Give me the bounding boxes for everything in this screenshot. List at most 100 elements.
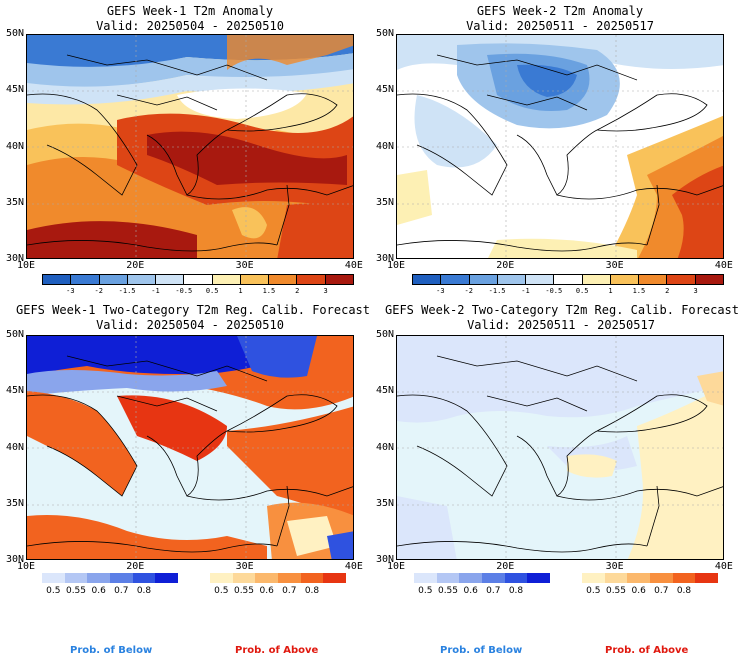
lat-label: 30N [5,554,24,565]
prob-swatch [436,573,460,583]
colorbar-tick-label: -1.5 [118,287,136,295]
lon-label: 30E [235,561,254,572]
lat-label: 40N [5,140,24,152]
colorbar-tick-label: 1 [238,287,243,295]
prob-swatch [155,573,179,583]
panel1-title-block: GEFS Week-1 T2m Anomaly Valid: 20250504 … [26,4,354,34]
lat-label: 45N [375,385,394,397]
prob-tick-label: 0.7 [282,586,297,596]
colorbar-swatch [441,275,470,284]
colorbar-swatch [695,275,723,284]
lon-label: 10E [386,561,406,572]
prob-swatch [582,573,605,583]
lat-label: 50N [375,28,394,39]
lat-label: 45N [5,84,24,96]
lon-label: 40E [344,260,363,271]
prob-tick-label: 0.5 [418,586,433,596]
colorbar-tick-label: 1.5 [262,287,276,295]
colorbar-tick-label: -0.5 [175,287,193,295]
prob-tick-label: 0.5 [46,586,61,596]
prob-tick-label: 0.6 [463,586,478,596]
prob-swatch [482,573,505,583]
colorbar-swatch [43,275,72,284]
lon-label: 30E [605,561,624,572]
prob-tick-label: 0.7 [114,586,129,596]
colorbar-swatch [156,275,185,284]
lon-label: 40E [714,561,733,572]
lat-label: 45N [5,385,24,397]
panel4-title: GEFS Week-2 Two-Category T2m Reg. Calib.… [385,303,740,317]
lat-label: 30N [375,253,394,264]
lon-label: 40E [714,260,733,271]
colorbar-swatch [184,275,213,284]
prob-tick-label: 0.6 [259,586,274,596]
prob-swatch [278,573,301,583]
lon-label: 20E [126,561,145,572]
colorbar-swatch [127,275,157,284]
prob-swatch [323,573,347,583]
prob-swatch [604,573,628,583]
prob-above-colorbar-week1 [210,573,347,583]
prob-swatch [210,573,233,583]
prob-swatch [110,573,133,583]
lon-label: 10E [16,561,36,572]
lat-label: 30N [5,253,24,264]
prob-swatch [672,573,696,583]
colorbar-tick-label: -3 [436,287,445,295]
colorbar-swatch [413,275,442,284]
prob-below-legend-week2: Prob. of Below [440,645,523,656]
prob-above-legend-week2: Prob. of Above [605,645,689,656]
prob-swatch [87,573,111,583]
prob-tick-label: 0.55 [437,586,459,596]
colorbar-swatch [469,275,498,284]
prob-above-legend-week1: Prob. of Above [235,645,319,656]
lat-label: 40N [375,441,394,453]
prob-tick-label: 0.8 [136,586,152,596]
colorbar-tick-label: 0.5 [205,287,219,295]
colorbar-tick-label: -2 [94,287,103,295]
colorbar-swatch [554,275,583,284]
prob-tick-label: 0.8 [304,586,320,596]
prob-swatch [459,573,483,583]
prob-tick-label: 0.5 [586,586,601,596]
prob-below-legend-week1: Prob. of Below [70,645,153,656]
prob-tick-label: 0.8 [508,586,524,596]
lat-label: 40N [375,140,394,152]
colorbar-tick-label: 0.5 [575,287,589,295]
panel1-title: GEFS Week-1 T2m Anomaly [106,4,274,18]
prob-tick-label: 0.5 [214,586,229,596]
anomaly-colorbar-week2 [412,274,724,285]
colorbar-swatch [212,275,241,284]
prob-swatch [504,573,528,583]
colorbar-tick-label: 3 [693,287,698,295]
panel3-title: GEFS Week-1 Two-Category T2m Reg. Calib.… [16,303,371,317]
prob-tick-label: 0.6 [631,586,646,596]
colorbar-swatch [99,275,128,284]
prob-swatch [414,573,437,583]
lat-label: 35N [5,196,24,208]
colorbar-swatch [497,275,527,284]
colorbar-tick-label: -2 [464,287,473,295]
colorbar-tick-label: -0.5 [545,287,563,295]
prob-tick-label: 0.7 [486,586,501,596]
prob-tick-label: 0.55 [605,586,627,596]
prob-swatch [132,573,156,583]
colorbar-tick-label: -1 [151,287,160,295]
lat-label: 40N [5,441,24,453]
colorbar-swatch [325,275,353,284]
panel4-valid: Valid: 20250511 - 20250517 [467,318,655,332]
panel3-map [26,335,354,560]
colorbar-tick-label: -3 [66,287,75,295]
colorbar-swatch [71,275,100,284]
colorbar-tick-label: 1.5 [632,287,646,295]
lat-label: 35N [375,497,394,509]
prob-tick-label: 0.7 [654,586,669,596]
panel2-title: GEFS Week-2 T2m Anomaly [476,4,644,18]
lon-label: 30E [235,260,254,271]
lat-label: 35N [375,196,394,208]
colorbar-swatch [667,275,696,284]
colorbar-swatch [297,275,326,284]
lon-label: 20E [496,260,515,271]
lon-label: 20E [126,260,145,271]
prob-swatch [232,573,256,583]
